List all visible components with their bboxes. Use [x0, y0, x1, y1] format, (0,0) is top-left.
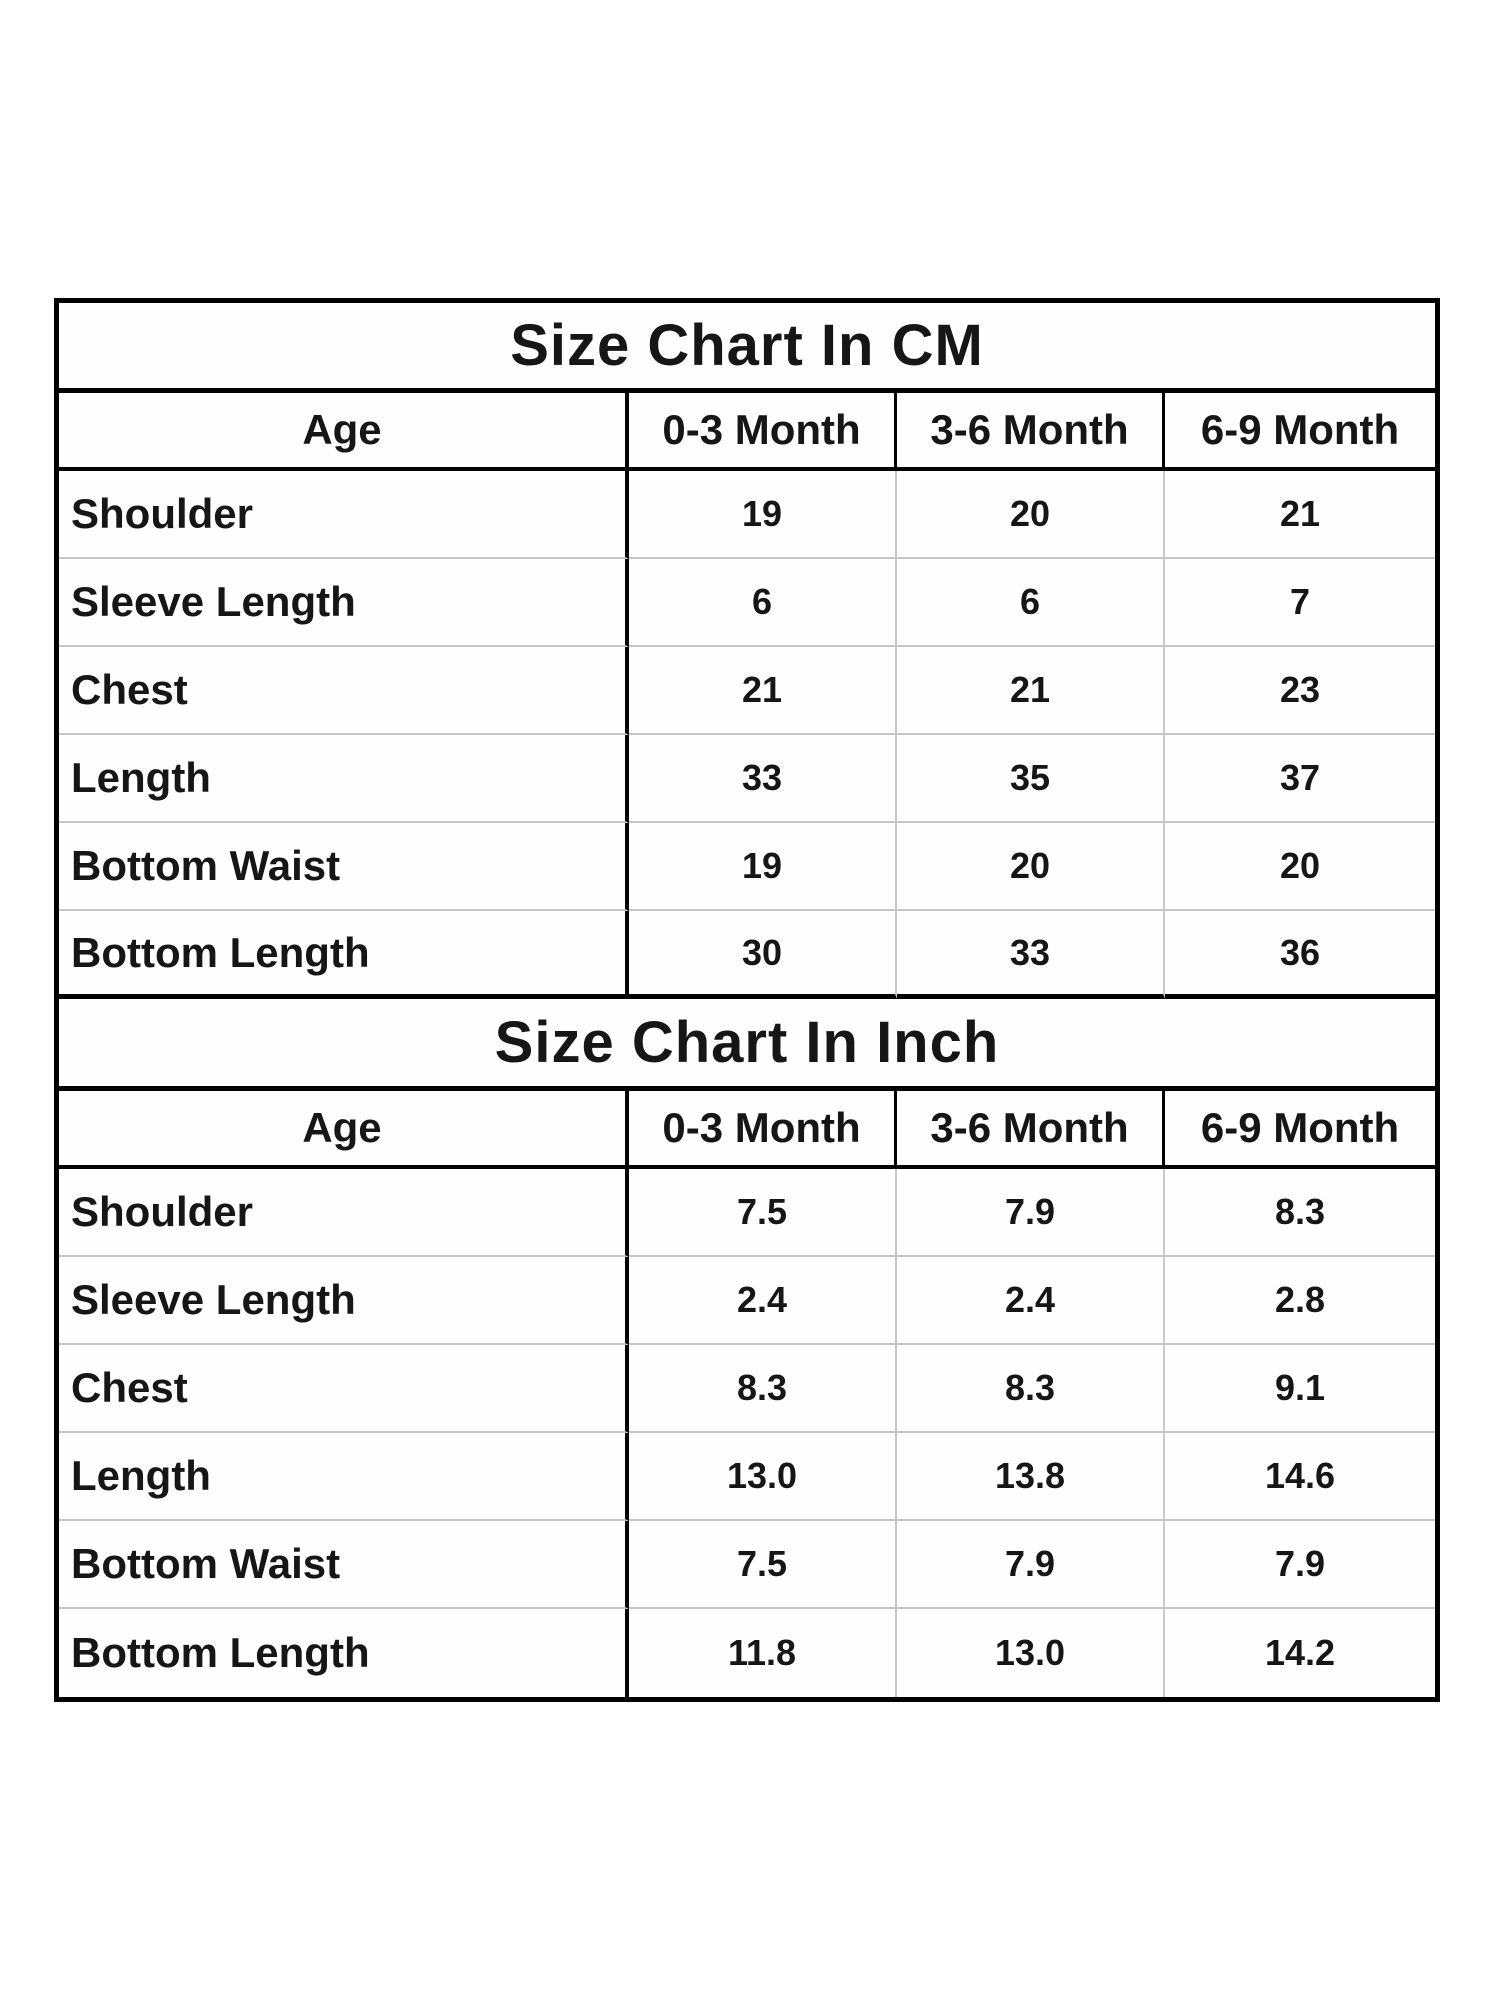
- inch-bottom-waist-6-9: 7.9: [1165, 1521, 1435, 1609]
- size-chart-table: Size Chart In CM Age 0-3 Month 3-6 Month…: [54, 298, 1440, 1702]
- inch-row-label-shoulder: Shoulder: [59, 1169, 629, 1257]
- inch-shoulder-0-3: 7.5: [629, 1169, 897, 1257]
- inch-bottom-length-3-6: 13.0: [897, 1609, 1165, 1697]
- cm-length-6-9: 37: [1165, 735, 1435, 823]
- cm-chest-0-3: 21: [629, 647, 897, 735]
- cm-bottom-length-6-9: 36: [1165, 911, 1435, 999]
- inch-sleeve-length-0-3: 2.4: [629, 1257, 897, 1345]
- cm-row-label-length: Length: [59, 735, 629, 823]
- inch-length-3-6: 13.8: [897, 1433, 1165, 1521]
- inch-row-label-chest: Chest: [59, 1345, 629, 1433]
- inch-chest-0-3: 8.3: [629, 1345, 897, 1433]
- inch-bottom-length-0-3: 11.8: [629, 1609, 897, 1697]
- cm-row-label-bottom-length: Bottom Length: [59, 911, 629, 999]
- inch-row-label-bottom-waist: Bottom Waist: [59, 1521, 629, 1609]
- cm-header-age: Age: [59, 393, 629, 471]
- cm-row-label-sleeve-length: Sleeve Length: [59, 559, 629, 647]
- inch-bottom-waist-3-6: 7.9: [897, 1521, 1165, 1609]
- cm-row-label-shoulder: Shoulder: [59, 471, 629, 559]
- inch-header-age: Age: [59, 1091, 629, 1169]
- inch-header-3-6-month: 3-6 Month: [897, 1091, 1165, 1169]
- cm-shoulder-0-3: 19: [629, 471, 897, 559]
- cm-header-6-9-month: 6-9 Month: [1165, 393, 1435, 471]
- inch-sleeve-length-3-6: 2.4: [897, 1257, 1165, 1345]
- inch-sleeve-length-6-9: 2.8: [1165, 1257, 1435, 1345]
- cm-chest-6-9: 23: [1165, 647, 1435, 735]
- inch-chest-6-9: 9.1: [1165, 1345, 1435, 1433]
- inch-shoulder-3-6: 7.9: [897, 1169, 1165, 1257]
- inch-header-0-3-month: 0-3 Month: [629, 1091, 897, 1169]
- cm-chest-3-6: 21: [897, 647, 1165, 735]
- inch-row-label-sleeve-length: Sleeve Length: [59, 1257, 629, 1345]
- cm-shoulder-3-6: 20: [897, 471, 1165, 559]
- cm-table-title: Size Chart In CM: [59, 303, 1435, 393]
- inch-chest-3-6: 8.3: [897, 1345, 1165, 1433]
- inch-header-6-9-month: 6-9 Month: [1165, 1091, 1435, 1169]
- cm-sleeve-length-3-6: 6: [897, 559, 1165, 647]
- cm-sleeve-length-0-3: 6: [629, 559, 897, 647]
- cm-header-3-6-month: 3-6 Month: [897, 393, 1165, 471]
- cm-sleeve-length-6-9: 7: [1165, 559, 1435, 647]
- inch-shoulder-6-9: 8.3: [1165, 1169, 1435, 1257]
- cm-shoulder-6-9: 21: [1165, 471, 1435, 559]
- cm-bottom-length-3-6: 33: [897, 911, 1165, 999]
- cm-length-0-3: 33: [629, 735, 897, 823]
- cm-row-label-chest: Chest: [59, 647, 629, 735]
- inch-table-title: Size Chart In Inch: [59, 999, 1435, 1091]
- inch-length-6-9: 14.6: [1165, 1433, 1435, 1521]
- inch-row-label-bottom-length: Bottom Length: [59, 1609, 629, 1697]
- cm-header-0-3-month: 0-3 Month: [629, 393, 897, 471]
- inch-length-0-3: 13.0: [629, 1433, 897, 1521]
- inch-row-label-length: Length: [59, 1433, 629, 1521]
- inch-bottom-length-6-9: 14.2: [1264, 1632, 1336, 1673]
- cm-bottom-waist-0-3: 19: [629, 823, 897, 911]
- inch-bottom-waist-0-3: 7.5: [629, 1521, 897, 1609]
- cm-bottom-waist-3-6: 20: [897, 823, 1165, 911]
- cm-row-label-bottom-waist: Bottom Waist: [59, 823, 629, 911]
- cm-bottom-waist-6-9: 20: [1165, 823, 1435, 911]
- cm-bottom-length-0-3: 30: [629, 911, 897, 999]
- cm-length-3-6: 35: [897, 735, 1165, 823]
